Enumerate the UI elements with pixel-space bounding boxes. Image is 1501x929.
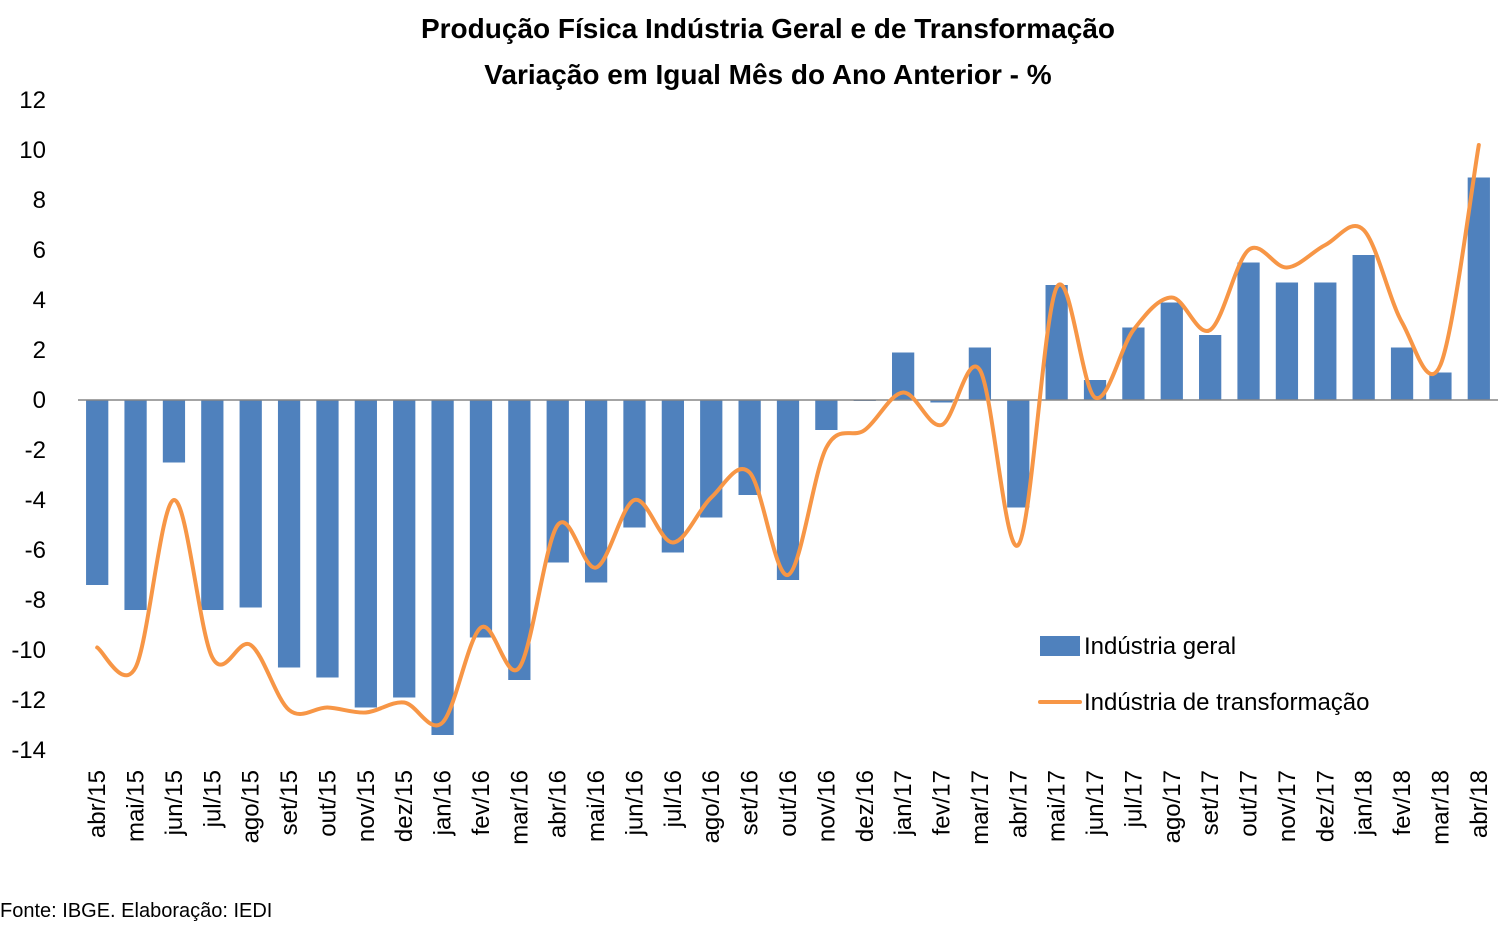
x-tick-label: set/15 (276, 770, 303, 835)
x-tick-label: abr/18 (1466, 770, 1493, 838)
x-tick-label: mai/16 (583, 770, 610, 842)
y-tick-label: 0 (33, 387, 46, 414)
x-tick-label: ago/17 (1159, 770, 1186, 843)
legend-label-industria-transformacao: Indústria de transformação (1084, 689, 1369, 716)
y-tick-label: 6 (33, 237, 46, 264)
bar (1275, 282, 1299, 400)
chart-title-line-1: Produção Física Indústria Geral e de Tra… (421, 13, 1115, 44)
x-tick-label: jan/17 (890, 770, 917, 836)
bar (623, 400, 646, 528)
bar (1314, 282, 1337, 400)
bar (661, 400, 684, 553)
bar (930, 400, 953, 403)
y-tick-label: -10 (11, 637, 46, 664)
x-tick-label: dez/15 (391, 770, 418, 842)
bar-series-industria-geral (86, 177, 1490, 735)
x-tick-label: abr/15 (84, 770, 111, 838)
x-tick-label: nov/16 (813, 770, 840, 842)
bar (1352, 255, 1375, 400)
series-line (95, 143, 1481, 728)
x-tick-label: nov/15 (353, 770, 380, 842)
x-tick-label: ago/15 (238, 770, 265, 843)
bar (354, 400, 377, 708)
chart-title-line-2: Variação em Igual Mês do Ano Anterior - … (484, 59, 1051, 90)
legend-swatch-industria-geral (1040, 636, 1080, 656)
bar (393, 400, 416, 698)
x-tick-label: mar/17 (967, 770, 994, 845)
bar (1390, 347, 1414, 400)
x-tick-label: jun/17 (1082, 770, 1109, 836)
bar (201, 400, 224, 610)
bar (162, 400, 186, 463)
line-series-industria-transformacao (95, 143, 1481, 728)
bar (316, 400, 339, 678)
x-tick-label: set/17 (1197, 770, 1224, 835)
x-tick-label: fev/18 (1389, 770, 1416, 835)
bar (1199, 335, 1222, 400)
x-tick-label: jan/16 (430, 770, 457, 836)
y-tick-label: 4 (33, 287, 46, 314)
y-tick-label: 10 (19, 137, 46, 164)
bar (1160, 302, 1183, 400)
y-tick-label: 12 (19, 87, 46, 114)
x-tick-label: jul/15 (199, 770, 226, 828)
bar (1237, 262, 1260, 400)
y-tick-label: -2 (25, 437, 46, 464)
chart: Produção Física Indústria Geral e de Tra… (11, 13, 1498, 845)
x-tick-label: out/15 (314, 770, 341, 837)
x-tick-label: jan/18 (1351, 770, 1378, 836)
x-tick-label: mai/17 (1044, 770, 1071, 842)
bar (469, 400, 493, 638)
y-tick-label: -4 (25, 487, 46, 514)
x-tick-label: fev/17 (929, 770, 956, 835)
legend: Indústria geral Indústria de transformaç… (1038, 633, 1369, 716)
bar (86, 400, 109, 585)
bar (277, 400, 301, 668)
bar (738, 400, 761, 495)
x-tick-label: out/17 (1236, 770, 1263, 837)
bar (239, 400, 262, 608)
bar (1429, 372, 1452, 400)
x-tick-label: ago/16 (698, 770, 725, 843)
bar (776, 400, 800, 580)
bar (508, 400, 531, 680)
bar (1467, 177, 1490, 400)
bar (815, 400, 838, 430)
bar (700, 400, 723, 518)
x-tick-label: fev/16 (468, 770, 495, 835)
y-tick-label: -8 (25, 587, 46, 614)
x-tick-label: out/16 (775, 770, 802, 837)
x-tick-label: mai/15 (123, 770, 150, 842)
y-tick-label: -14 (11, 737, 46, 764)
bar (124, 400, 147, 610)
x-tick-label: mar/18 (1427, 770, 1454, 845)
bar (1007, 400, 1030, 508)
bar (1122, 327, 1145, 400)
bar (1045, 285, 1068, 400)
y-tick-label: 8 (33, 187, 46, 214)
y-tick-label: -12 (11, 687, 46, 714)
x-tick-label: abr/17 (1005, 770, 1032, 838)
x-axis: abr/15 mai/15 jun/15 jul/15 ago/15 set/15 out/… (84, 770, 1493, 845)
y-axis: 12 10 8 6 4 2 0 -2 -4 -6 -8 -10 -12 -14 (11, 87, 46, 764)
source-note: Fonte: IBGE. Elaboração: IEDI (0, 900, 273, 922)
x-tick-label: mar/16 (506, 770, 533, 845)
x-tick-label: abr/16 (545, 770, 572, 838)
x-tick-label: jun/16 (621, 770, 648, 836)
bar (431, 400, 454, 735)
bar (584, 400, 608, 583)
x-tick-label: jul/17 (1120, 770, 1147, 828)
x-tick-label: dez/16 (852, 770, 879, 842)
x-tick-label: set/16 (737, 770, 764, 835)
x-tick-label: nov/17 (1274, 770, 1301, 842)
x-tick-label: dez/17 (1312, 770, 1339, 842)
x-tick-label: jun/15 (161, 770, 188, 836)
y-tick-label: -6 (25, 537, 46, 564)
x-tick-label: jul/16 (660, 770, 687, 828)
bar (892, 352, 915, 400)
legend-label-industria-geral: Indústria geral (1084, 633, 1236, 660)
y-tick-label: 2 (33, 337, 46, 364)
